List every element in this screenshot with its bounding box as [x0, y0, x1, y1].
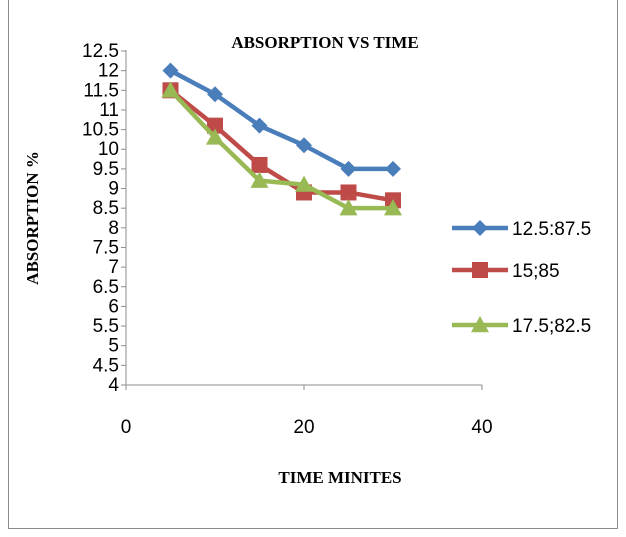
y-tick-label: 7	[108, 257, 119, 278]
legend-label-2: 15;85	[512, 261, 560, 282]
y-tick-label: 7.5	[93, 237, 119, 258]
y-tick-label: 6	[108, 296, 119, 317]
y-tick-label: 9	[108, 179, 119, 200]
axes	[121, 50, 483, 390]
chart-frame	[8, 0, 618, 529]
data-point-1	[296, 137, 312, 154]
y-tick-label: 11	[99, 100, 119, 121]
x-axis-title: TIME MINITES	[278, 468, 401, 487]
x-tick-label: 40	[471, 417, 492, 438]
data-point-1	[207, 86, 223, 103]
y-tick-label: 11.5	[83, 80, 119, 101]
data-point-2	[251, 156, 268, 173]
data-point-3	[250, 171, 269, 188]
x-tick-label: 20	[293, 417, 314, 438]
x-tick-label: 0	[121, 417, 132, 438]
y-tick-label: 5	[108, 336, 119, 357]
y-tick-label: 10	[98, 139, 119, 160]
series-line-1	[169, 68, 393, 172]
legend-label-1: 12.5:87.5	[512, 219, 591, 240]
legend-label-3: 17.5;82.5	[512, 316, 591, 337]
legend-marker-1	[472, 220, 488, 236]
series-line-3	[168, 88, 393, 211]
y-tick-label: 8	[108, 218, 119, 239]
legend-marker-2	[472, 262, 488, 278]
data-point-2	[207, 117, 223, 134]
y-tick-label: 4.5	[93, 355, 119, 376]
y-tick-labels: 44.555.566.577.588.599.51010.51111.51212…	[82, 41, 119, 396]
chart-title: ABSORPTION VS TIME	[231, 33, 418, 52]
data-point-1	[251, 117, 268, 134]
y-tick-label: 10.5	[82, 120, 119, 141]
data-point-3	[295, 175, 313, 192]
y-tick-label: 5.5	[93, 316, 119, 337]
y-tick-label: 12.5	[82, 41, 119, 62]
data-point-3	[206, 128, 224, 145]
y-tick-label: 9.5	[93, 159, 119, 180]
y-tick-label: 8.5	[93, 198, 119, 219]
data-point-3	[339, 199, 358, 216]
data-point-1	[340, 160, 357, 177]
data-point-3	[384, 199, 402, 216]
y-tick-label: 6.5	[93, 277, 119, 298]
y-axis-title: ABSORPTION %	[23, 151, 42, 285]
data-point-3	[161, 81, 180, 98]
y-tick-label: 4	[108, 375, 119, 396]
series-lines	[161, 62, 402, 216]
legend-marker-3	[471, 316, 489, 333]
x-tick-labels: 0 20 40	[121, 417, 493, 438]
data-point-2	[340, 184, 357, 201]
y-tick-label: 12	[98, 61, 119, 82]
legend: 12.5:87.5 15;85 17.5;82.5	[452, 219, 591, 337]
data-point-1	[385, 160, 401, 177]
data-point-1	[162, 62, 179, 79]
